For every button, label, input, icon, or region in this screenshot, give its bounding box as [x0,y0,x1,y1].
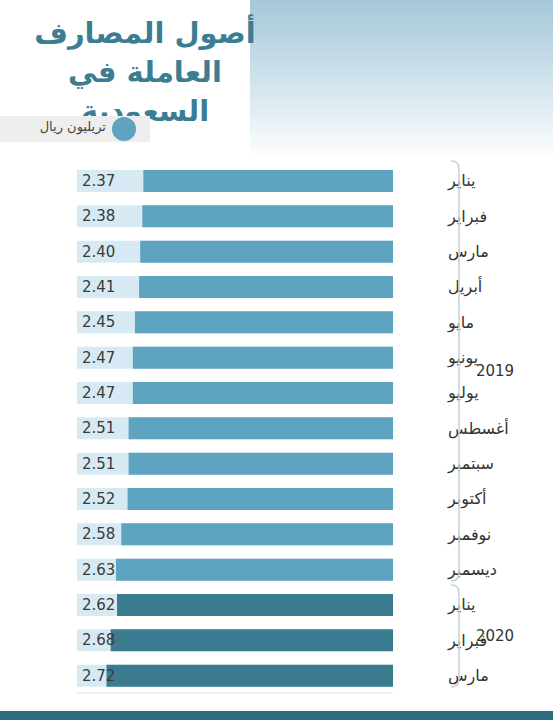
svg-text:يناير: يناير [447,595,475,615]
svg-text:2.68: 2.68 [82,631,115,649]
svg-text:فبراير: فبراير [448,630,487,650]
svg-text:2.51: 2.51 [82,455,115,473]
svg-text:ديسمبر: ديسمبر [447,560,497,580]
svg-text:2.41: 2.41 [82,278,115,296]
svg-text:2.40: 2.40 [82,243,115,261]
svg-text:أكتوبر: أكتوبر [447,488,486,509]
svg-text:2.37: 2.37 [82,172,115,190]
svg-text:نوفمبر: نوفمبر [447,525,491,545]
svg-text:2.51: 2.51 [82,419,115,437]
svg-text:2019: 2019 [476,362,514,380]
svg-text:2.58: 2.58 [82,525,115,543]
svg-text:يناير: يناير [447,171,475,191]
svg-text:2.72: 2.72 [82,667,115,685]
svg-text:أغسطس: أغسطس [448,418,509,439]
svg-text:أبريل: أبريل [448,276,482,297]
svg-text:2.47: 2.47 [82,384,115,402]
html-text:تريليون ريال: تريليون ريال [39,119,106,134]
svg-text:مارس: مارس [448,242,489,262]
svg-text:2.63: 2.63 [82,561,115,579]
svg-text:سبتمبر: سبتمبر [447,454,494,474]
svg-text:فبراير: فبراير [447,207,487,227]
svg-text:يوليو: يوليو [447,383,479,403]
svg-text:2.62: 2.62 [82,596,115,614]
svg-text:مارس: مارس [448,666,489,686]
svg-text:2.52: 2.52 [82,490,115,508]
svg-text:مايو: مايو [447,313,474,333]
html-text:أصول المصارف العاملة في السعود: أصول المصارف العاملة في السعودية [34,16,256,129]
svg-text:يونيو: يونيو [447,348,478,368]
svg-text:2020: 2020 [476,627,514,645]
svg-text:2.38: 2.38 [82,207,115,225]
svg-text:2.47: 2.47 [82,349,115,367]
svg-text:2.45: 2.45 [82,313,115,331]
